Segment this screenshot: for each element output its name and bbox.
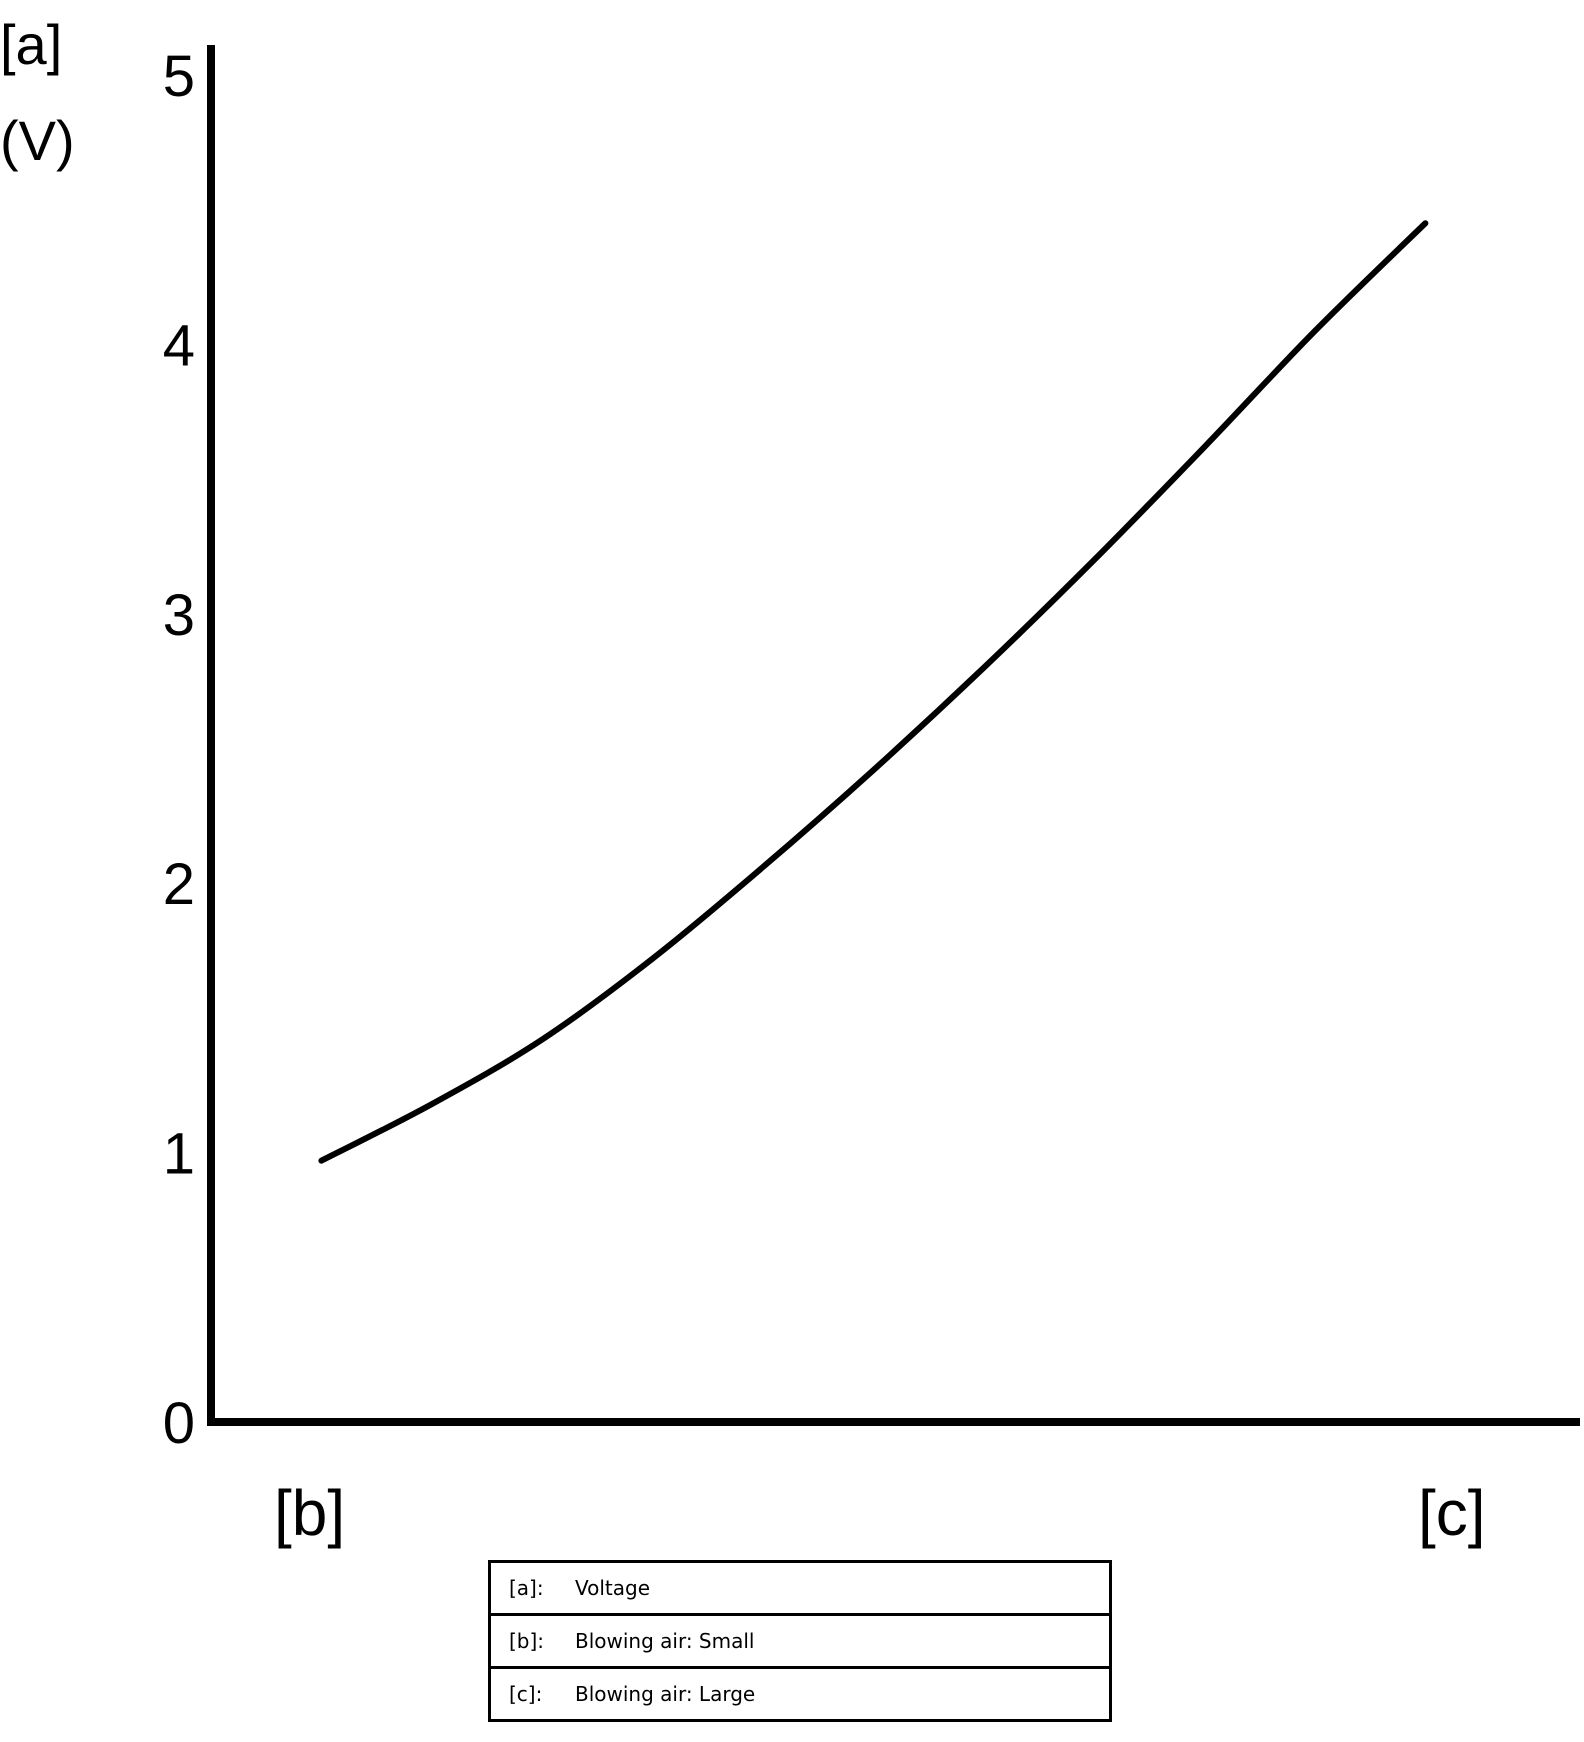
voltage-curve	[318, 220, 1429, 1164]
x-axis-end-label: [c]	[1418, 1477, 1486, 1549]
legend-text: Blowing air: Large	[575, 1682, 756, 1706]
legend-key: [a]:	[509, 1576, 544, 1600]
y-tick-label: 3	[163, 583, 195, 648]
y-axis-label: [a]	[0, 13, 62, 76]
legend-text: Voltage	[575, 1576, 651, 1600]
legend-table: [a]: Voltage [b]: Blowing air: Small [c]: B…	[488, 1560, 1112, 1722]
legend-key: [c]:	[509, 1682, 543, 1706]
y-tick-label: 1	[163, 1122, 195, 1187]
legend-text: Blowing air: Small	[575, 1629, 755, 1653]
legend-row: [b]: Blowing air: Small	[488, 1613, 1112, 1669]
legend-row: [c]: Blowing air: Large	[488, 1666, 1112, 1722]
y-tick-label: 0	[163, 1391, 195, 1456]
y-tick-label: 4	[163, 313, 195, 378]
legend-key: [b]:	[509, 1629, 545, 1653]
y-tick-labels: 0 1 2 3 4 5	[163, 44, 195, 1456]
y-axis-unit: (V)	[0, 109, 75, 172]
y-tick-label: 2	[163, 852, 195, 917]
legend-row: [a]: Voltage	[488, 1560, 1112, 1616]
x-axis-start-label: [b]	[274, 1477, 345, 1549]
y-tick-label: 5	[163, 44, 195, 109]
